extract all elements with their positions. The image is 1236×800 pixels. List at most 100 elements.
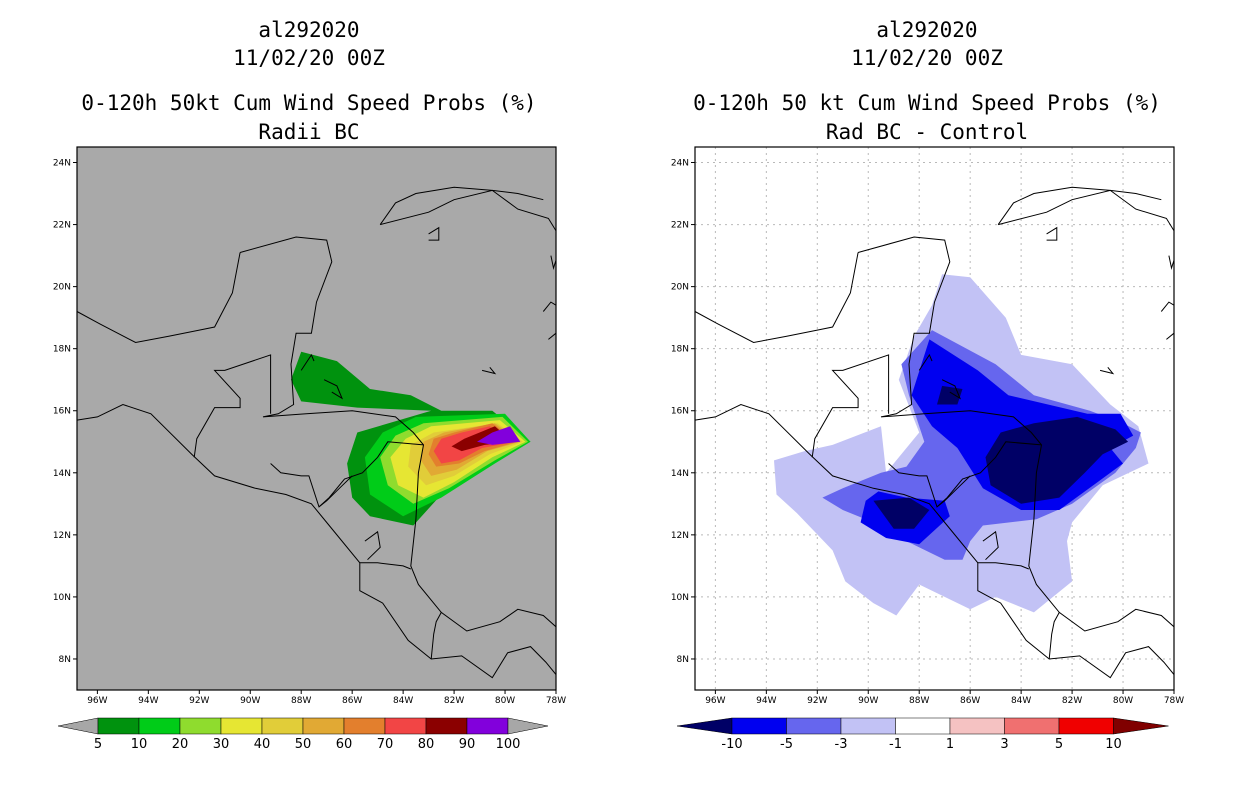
map-layers [77, 186, 556, 679]
legend-label: 3 [1000, 737, 1008, 752]
coastline-14 [481, 366, 497, 375]
coastline-2 [77, 252, 241, 344]
legend-label: 1 [946, 737, 954, 752]
y-tick-label: 10N [671, 593, 689, 603]
x-tick-label: 86W [342, 696, 362, 706]
coastline-0 [239, 236, 556, 632]
coastline-12 [1166, 332, 1174, 349]
x-tick-label: 86W [960, 696, 980, 706]
coastline-7 [1048, 612, 1060, 660]
right-storm-id: al292020 [876, 18, 978, 42]
contour-5 [937, 385, 963, 405]
legend-swatch [895, 717, 951, 735]
legend-swatch [179, 717, 222, 735]
legend-label: 30 [213, 737, 230, 752]
y-tick-label: 20N [671, 283, 689, 293]
coastline-16 [1160, 301, 1174, 312]
contour-9 [477, 426, 521, 445]
legend-swatch [302, 717, 345, 735]
left-chart-title: 0-120h 50kt Cum Wind Speed Probs (%) [81, 91, 537, 115]
legend-label: 10 [1105, 737, 1122, 752]
coastline-7 [430, 612, 442, 660]
y-tick-label: 12N [671, 531, 689, 541]
legend-label: 70 [377, 737, 394, 752]
x-tick-label: 82W [1062, 696, 1082, 706]
legend-label: 20 [172, 737, 189, 752]
x-tick-label: 90W [240, 696, 260, 706]
coastline-13 [300, 353, 315, 371]
coastline-6 [359, 562, 411, 570]
map-frame [694, 146, 1175, 691]
legend-label: 80 [418, 737, 435, 752]
legend-label: 60 [336, 737, 353, 752]
legend-swatch [138, 717, 181, 735]
left-map: 96W 94W 92W 90W 88W 86W 84W 82W 80W 78W 8N 10N 12N 14… [53, 146, 566, 752]
y-tick-label: 12N [53, 531, 71, 541]
legend-label: 10 [131, 737, 148, 752]
legend-label: 50 [295, 737, 312, 752]
legend-swatch [343, 717, 386, 735]
legend-swatch [840, 717, 896, 735]
legend-swatch [949, 717, 1005, 735]
legend-swatch [261, 717, 304, 735]
coastline-5 [318, 475, 353, 508]
coastline-16 [542, 301, 556, 312]
y-tick-label: 24N [671, 159, 689, 169]
legend-label: -10 [721, 737, 742, 752]
x-tick-label: 78W [546, 696, 566, 706]
coastline-3 [811, 354, 890, 458]
x-tick-label: 82W [444, 696, 464, 706]
coastline-10 [379, 186, 544, 225]
coastline-2 [695, 252, 859, 344]
y-tick-label: 18N [53, 345, 71, 355]
coastline-6 [977, 562, 1029, 570]
legend-label: 100 [496, 737, 521, 752]
legend-upper-arrow [507, 717, 549, 735]
x-tick-label: 94W [756, 696, 776, 706]
x-tick-label: 92W [189, 696, 209, 706]
y-tick-label: 16N [53, 407, 71, 417]
left-date: 11/02/20 00Z [233, 46, 385, 70]
right-map: 96W 94W 92W 90W 88W 86W 84W 82W 80W 78W 8N 10N 12N 14… [671, 146, 1184, 752]
y-tick-label: 20N [53, 283, 71, 293]
coastline-12 [548, 332, 556, 349]
x-tick-label: 92W [807, 696, 827, 706]
legend-label: 5 [1055, 737, 1063, 752]
legend-label: 5 [94, 737, 102, 752]
legend-swatch [1004, 717, 1060, 735]
legend-lower-arrow [57, 717, 99, 735]
legend-label: -1 [889, 737, 902, 752]
right-chart-title: 0-120h 50 kt Cum Wind Speed Probs (%) [693, 91, 1161, 115]
legend-label: -3 [835, 737, 848, 752]
x-tick-label: 88W [291, 696, 311, 706]
coastline-10 [997, 186, 1162, 225]
contour-4 [985, 416, 1129, 504]
legend-swatch [1058, 717, 1114, 735]
x-tick-label: 84W [1011, 696, 1031, 706]
legend-swatch [466, 717, 509, 735]
map-frame [76, 146, 557, 691]
x-tick-label: 84W [393, 696, 413, 706]
coastline-8 [364, 530, 381, 561]
coastline-15 [323, 379, 344, 400]
x-tick-label: 94W [138, 696, 158, 706]
x-tick-label: 90W [858, 696, 878, 706]
legend-upper-arrow [1113, 717, 1169, 735]
x-tick-label: 96W [705, 696, 725, 706]
legend-label: 90 [459, 737, 476, 752]
legend-swatch [425, 717, 468, 735]
coastline-3 [193, 354, 272, 458]
coastline-8 [982, 530, 999, 561]
right-date: 11/02/20 00Z [851, 46, 1003, 70]
x-tick-label: 80W [1113, 696, 1133, 706]
legend-label: -5 [780, 737, 793, 752]
coastline-11 [428, 226, 440, 241]
y-tick-label: 8N [59, 655, 71, 665]
left-storm-id: al292020 [258, 18, 360, 42]
y-tick-label: 10N [53, 593, 71, 603]
x-tick-label: 88W [909, 696, 929, 706]
y-tick-label: 22N [53, 221, 71, 231]
legend-swatch [97, 717, 140, 735]
coastline-14 [1099, 366, 1115, 375]
map-layers [695, 147, 1174, 690]
